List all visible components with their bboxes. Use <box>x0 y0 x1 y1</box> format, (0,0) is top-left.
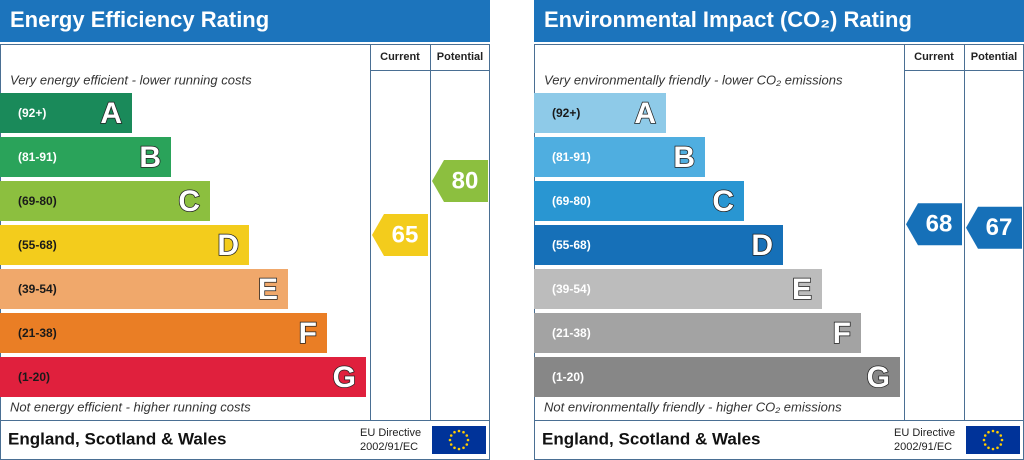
rating-band <box>0 225 249 265</box>
band-range: (81-91) <box>18 150 57 164</box>
flag-star <box>1000 438 1004 442</box>
panel-title: Environmental Impact (CO₂) Rating <box>544 7 912 32</box>
flag-star <box>983 434 987 437</box>
flag-star <box>462 446 465 450</box>
rating-arrow <box>966 206 1022 249</box>
band-range: (21-38) <box>552 326 591 340</box>
rating-band <box>0 269 288 309</box>
rating-band <box>534 313 861 353</box>
flag-star <box>465 443 469 446</box>
band-range: (69-80) <box>552 194 591 208</box>
band-letter: E <box>258 273 278 306</box>
rating-band <box>534 225 783 265</box>
rating-band <box>534 137 705 177</box>
rating-panel: Environmental Impact (CO₂) Rating Current… <box>534 0 1024 460</box>
band-range: (55-68) <box>18 238 57 252</box>
rating-value: 65 <box>392 221 419 248</box>
band-letter: C <box>178 185 200 218</box>
directive-text: 2002/91/EC <box>894 441 952 453</box>
band-range: (1-20) <box>552 370 584 384</box>
top-note: Very environmentally friendly - lower CO… <box>544 72 843 87</box>
band-letter: G <box>867 361 890 394</box>
flag-star <box>996 430 999 434</box>
rating-value: 68 <box>926 211 953 238</box>
band-letter: B <box>673 141 695 174</box>
flag-star <box>987 430 990 434</box>
rating-panel: Energy Efficiency Rating Current Potential… <box>0 0 490 460</box>
bottom-note: Not energy efficient - higher running co… <box>10 399 251 414</box>
flag-star <box>448 438 452 442</box>
band-letter: D <box>217 229 239 262</box>
flag-star <box>987 446 990 450</box>
bottom-note: Not environmentally friendly - higher CO… <box>544 399 842 414</box>
band-letter: F <box>299 317 317 350</box>
band-letter: F <box>833 317 851 350</box>
flag-star <box>466 438 470 442</box>
rating-arrow <box>432 160 488 202</box>
band-range: (39-54) <box>18 282 57 296</box>
flag-star <box>999 434 1003 437</box>
directive-text: 2002/91/EC <box>360 441 418 453</box>
band-range: (55-68) <box>552 238 591 252</box>
flag-star <box>449 434 453 437</box>
flag-star <box>991 447 995 451</box>
rating-arrow <box>906 203 962 246</box>
flag-star <box>996 446 999 450</box>
band-letter: D <box>751 229 773 262</box>
title-bar <box>0 0 490 42</box>
rating-value: 67 <box>986 214 1013 241</box>
rating-arrow <box>372 214 428 256</box>
rating-band <box>0 357 366 397</box>
band-range: (1-20) <box>18 370 50 384</box>
flag-star <box>453 446 456 450</box>
rating-band <box>534 93 666 133</box>
rating-band <box>0 181 210 221</box>
footer-region: England, Scotland & Wales <box>542 429 761 448</box>
band-letter: B <box>139 141 161 174</box>
flag-star <box>465 434 469 437</box>
directive-text: EU Directive <box>360 427 421 439</box>
flag-star <box>982 438 986 442</box>
band-range: (69-80) <box>18 194 57 208</box>
band-range: (21-38) <box>18 326 57 340</box>
rating-band <box>534 181 744 221</box>
rating-band <box>534 269 822 309</box>
band-range: (92+) <box>552 106 580 120</box>
footer-region: England, Scotland & Wales <box>8 429 227 448</box>
band-letter: A <box>100 97 122 130</box>
column-header: Potential <box>971 51 1017 63</box>
flag-star <box>991 429 995 433</box>
title-bar <box>534 0 1024 42</box>
rating-band <box>534 357 900 397</box>
column-header: Potential <box>437 51 483 63</box>
flag-star <box>453 430 456 434</box>
rating-band <box>0 137 171 177</box>
flag-star <box>462 430 465 434</box>
flag-star <box>983 443 987 446</box>
directive-text: EU Directive <box>894 427 955 439</box>
flag-star <box>449 443 453 446</box>
band-range: (92+) <box>18 106 46 120</box>
flag-star <box>457 447 461 451</box>
column-header: Current <box>914 51 954 63</box>
panel-title: Energy Efficiency Rating <box>10 7 269 32</box>
rating-value: 80 <box>452 167 479 194</box>
band-range: (39-54) <box>552 282 591 296</box>
band-letter: E <box>792 273 812 306</box>
top-note: Very energy efficient - lower running co… <box>10 72 252 87</box>
band-range: (81-91) <box>552 150 591 164</box>
band-letter: G <box>333 361 356 394</box>
rating-band <box>0 93 132 133</box>
rating-band <box>0 313 327 353</box>
band-letter: A <box>634 97 656 130</box>
band-letter: C <box>712 185 734 218</box>
flag-star <box>999 443 1003 446</box>
column-header: Current <box>380 51 420 63</box>
flag-star <box>457 429 461 433</box>
